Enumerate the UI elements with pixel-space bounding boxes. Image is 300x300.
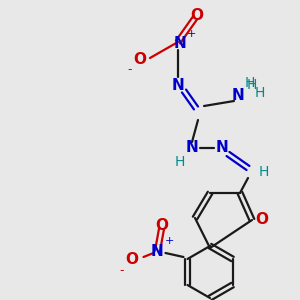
Text: +: + <box>165 236 174 246</box>
Text: H: H <box>175 155 185 169</box>
Text: N: N <box>216 140 228 155</box>
Text: O: O <box>155 218 168 232</box>
Text: O: O <box>134 52 146 68</box>
Text: H: H <box>247 78 257 92</box>
Text: N: N <box>172 77 184 92</box>
Text: O: O <box>256 212 268 227</box>
Text: O: O <box>190 8 203 23</box>
Text: H: H <box>255 86 265 100</box>
Text: -: - <box>119 265 124 278</box>
Text: N: N <box>186 140 198 155</box>
Text: N: N <box>174 37 186 52</box>
Text: -: - <box>128 64 132 76</box>
Text: O: O <box>125 251 138 266</box>
Text: H: H <box>259 165 269 179</box>
Text: N: N <box>232 88 244 103</box>
Text: +: + <box>186 29 196 39</box>
Text: N: N <box>151 244 164 259</box>
Text: H: H <box>245 76 255 90</box>
